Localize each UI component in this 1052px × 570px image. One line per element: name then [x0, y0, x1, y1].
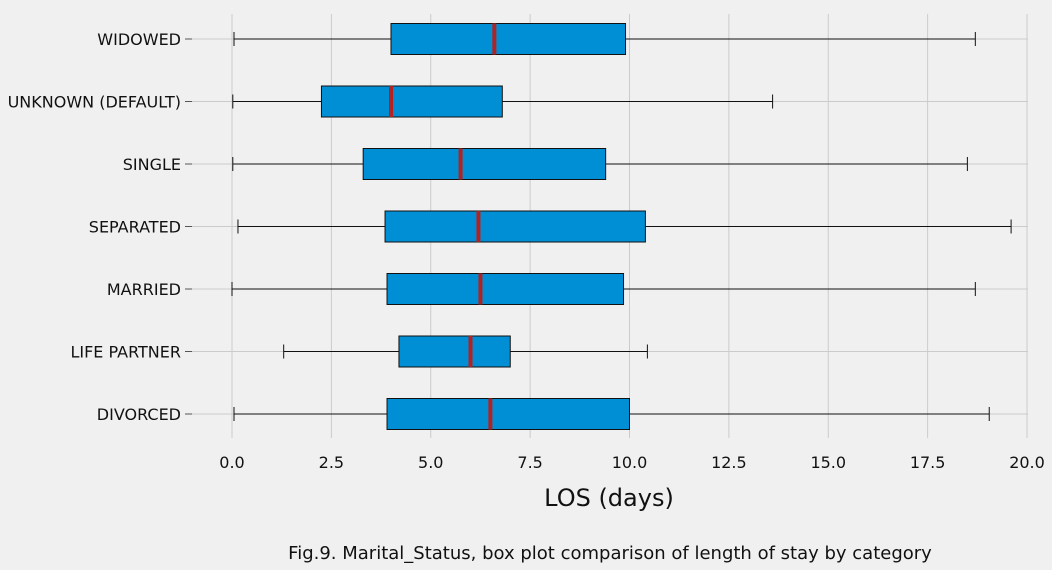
x-tick-label: 5.0 — [418, 453, 443, 472]
y-axis: WIDOWED UNKNOWN (DEFAULT) SINGLE SEPARATED M… — [8, 30, 192, 424]
y-tick-label: UNKNOWN (DEFAULT) — [8, 93, 181, 112]
box-plot-widowed — [233, 23, 976, 55]
figure-caption: Fig.9. Marital_Status, box plot comparis… — [288, 543, 932, 564]
iqr-box — [386, 398, 630, 430]
x-tick-label: 10.0 — [612, 453, 648, 472]
boxes-layer — [231, 23, 1012, 430]
y-tick-label: WIDOWED — [97, 30, 181, 49]
y-tick-label: SEPARATED — [89, 218, 181, 237]
y-tick-label: MARRIED — [107, 280, 181, 299]
iqr-box — [386, 273, 625, 305]
x-tick-label: 15.0 — [810, 453, 846, 472]
box-plot-separated — [237, 210, 1012, 243]
x-tick-label: 17.5 — [910, 453, 946, 472]
iqr-box — [362, 148, 607, 180]
x-tick-label: 7.5 — [517, 453, 542, 472]
x-tick-label: 0.0 — [219, 453, 244, 472]
box-plot-unknown-default — [232, 85, 774, 118]
iqr-box — [320, 85, 503, 118]
y-tick-label: SINGLE — [123, 155, 181, 174]
x-tick-label: 12.5 — [711, 453, 747, 472]
box-plot-married — [231, 273, 976, 305]
x-axis: 0.0 2.5 5.0 7.5 10.0 12.5 15.0 17.5 20.0 — [219, 453, 1045, 472]
x-axis-title: LOS (days) — [544, 484, 674, 512]
iqr-box — [384, 210, 646, 243]
x-tick-label: 2.5 — [319, 453, 344, 472]
x-tick-label: 20.0 — [1009, 453, 1045, 472]
y-tick-label: DIVORCED — [97, 405, 181, 424]
box-plot-divorced — [233, 398, 990, 430]
y-tick-label: LIFE PARTNER — [70, 343, 181, 362]
iqr-box — [398, 335, 511, 368]
box-plot-single — [232, 148, 968, 180]
box-plot-life-partner — [283, 335, 648, 368]
iqr-box — [390, 23, 627, 55]
